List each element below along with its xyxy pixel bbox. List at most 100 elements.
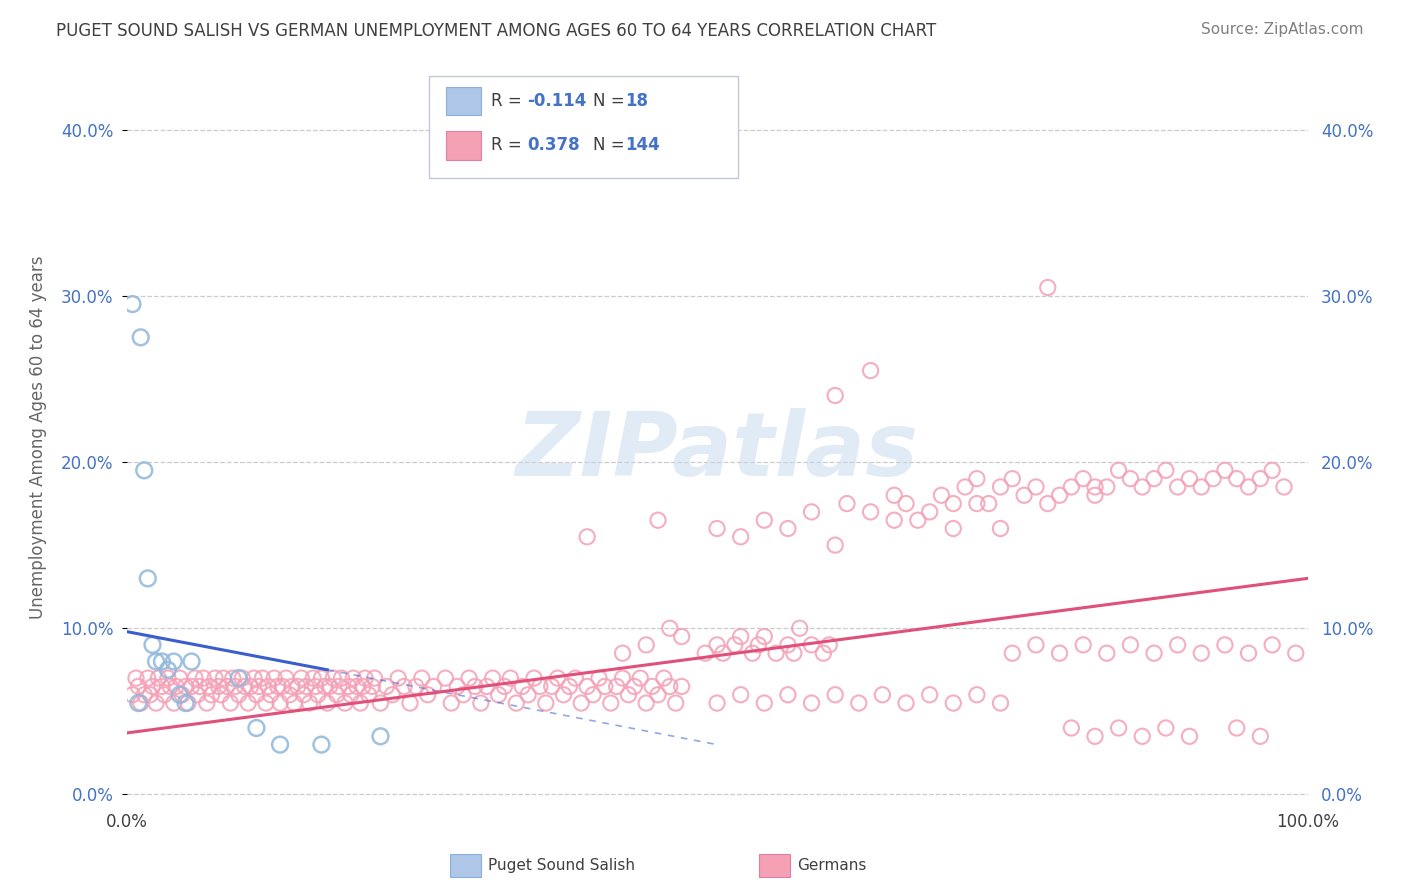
Point [239,680,262,694]
Point [209,688,232,702]
Point [340,688,363,702]
Point [499,671,522,685]
Text: Germans: Germans [797,858,866,872]
Point [540,680,562,694]
Point [163,655,186,669]
Point [612,671,634,685]
Point [1189,646,1212,660]
Point [1095,646,1118,660]
Point [314,680,336,694]
Point [121,297,143,311]
Point [1178,472,1201,486]
Point [434,671,457,685]
Point [180,680,202,694]
Point [127,696,149,710]
Point [245,688,267,702]
Point [134,463,156,477]
Point [1237,480,1260,494]
Point [163,696,186,710]
Point [186,688,208,702]
Point [278,688,301,702]
Point [215,680,238,694]
Point [942,497,965,511]
Point [824,388,846,402]
Point [381,688,404,702]
Point [204,671,226,685]
Point [824,538,846,552]
Point [1202,472,1225,486]
Text: PUGET SOUND SALISH VS GERMAN UNEMPLOYMENT AMONG AGES 60 TO 64 YEARS CORRELATION : PUGET SOUND SALISH VS GERMAN UNEMPLOYMEN… [56,22,936,40]
Point [136,671,159,685]
Point [145,655,167,669]
Point [245,721,267,735]
Point [776,688,799,702]
Point [553,688,575,702]
Point [1249,729,1271,743]
Point [307,688,329,702]
Text: -0.114: -0.114 [527,92,586,110]
Point [706,521,728,535]
Point [658,680,681,694]
Point [1049,488,1071,502]
Point [564,671,586,685]
Point [271,680,294,694]
Point [754,696,776,710]
Point [330,671,353,685]
Point [440,696,463,710]
Point [208,680,231,694]
Point [576,680,599,694]
Point [174,696,197,710]
Point [352,680,374,694]
Point [451,688,474,702]
Point [231,671,253,685]
Point [243,671,266,685]
Point [517,688,540,702]
Point [576,530,599,544]
Point [824,688,846,702]
Point [153,688,176,702]
Point [121,688,143,702]
Point [1261,463,1284,477]
Point [257,680,280,694]
Text: N =: N = [593,136,630,154]
Point [671,630,693,644]
Point [464,680,486,694]
Point [1001,646,1024,660]
Point [623,680,645,694]
Point [724,638,747,652]
Point [800,638,823,652]
Point [195,696,218,710]
Point [883,488,905,502]
Point [1071,638,1094,652]
Point [1071,472,1094,486]
Point [1025,480,1047,494]
Point [193,671,215,685]
Point [647,688,669,702]
Point [399,696,422,710]
Point [1143,472,1166,486]
Point [1036,497,1059,511]
Point [658,621,681,635]
Point [292,688,315,702]
Point [582,688,605,702]
Point [776,638,799,652]
Point [966,472,988,486]
Point [671,680,693,694]
Point [494,680,516,694]
Point [165,680,187,694]
Point [534,696,557,710]
Point [990,480,1012,494]
Point [1226,721,1249,735]
Point [1226,472,1249,486]
Point [263,671,285,685]
Point [422,680,444,694]
Point [695,646,717,660]
Point [1060,480,1083,494]
Point [446,680,468,694]
Point [953,480,976,494]
Point [1130,480,1153,494]
Point [931,488,953,502]
Point [150,680,173,694]
Point [918,688,941,702]
Point [942,521,965,535]
